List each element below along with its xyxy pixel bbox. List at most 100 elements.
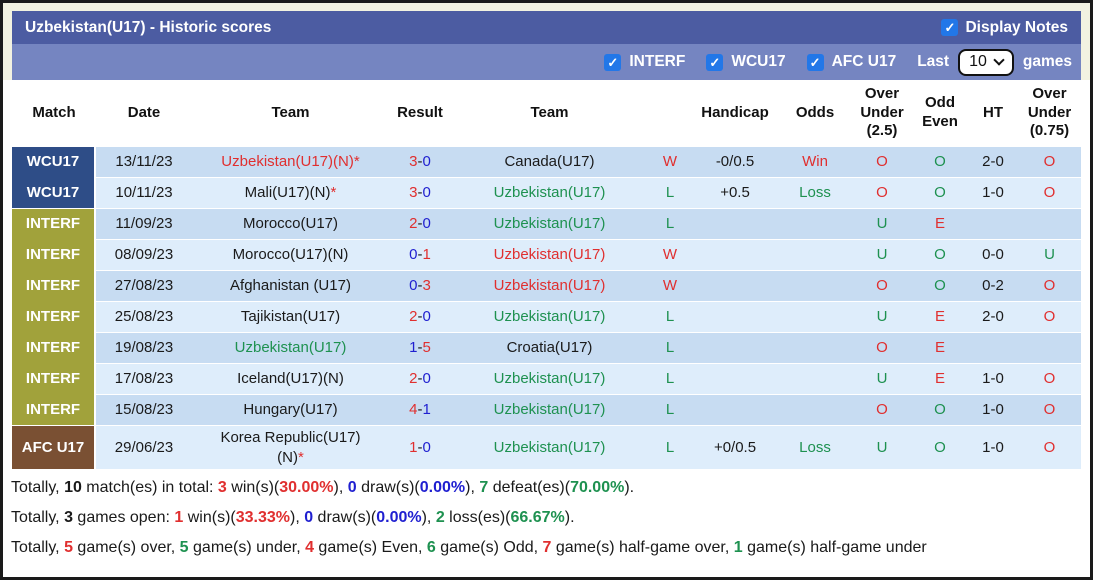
ht-cell: 1-0 <box>968 363 1018 394</box>
col-header-over-under-075: Over Under (0.75) <box>1018 80 1081 146</box>
table-row: INTERF 08/09/23 Morocco(U17)(N) 0-1 Uzbekist… <box>12 239 1081 270</box>
odd-even-cell: O <box>912 270 968 301</box>
over-under-075-cell: O <box>1018 177 1081 208</box>
over-under-075-cell: O <box>1018 363 1081 394</box>
table-row: AFC U17 29/06/23 Korea Republic(U17) (N)* 1-… <box>12 425 1081 469</box>
score-dash: - <box>417 215 423 233</box>
games-label: games <box>1022 53 1072 70</box>
over-under-25-cell: O <box>852 394 912 425</box>
ht-cell <box>968 332 1018 363</box>
home-team-cell: Afghanistan (U17) <box>192 270 389 301</box>
away-score: 0 <box>422 438 431 456</box>
filter-interf[interactable]: ✓ INTERF <box>604 53 685 71</box>
handicap-cell <box>692 239 778 270</box>
display-notes-checkbox[interactable]: ✓ <box>941 19 959 36</box>
title-bar: Uzbekistan(U17) - Historic scores ✓ Disp… <box>12 11 1081 44</box>
result-cell: 4-1 <box>389 394 451 425</box>
home-team-cell: Korea Republic(U17) (N)* <box>192 425 389 469</box>
ht-cell: 0-0 <box>968 239 1018 270</box>
score-dash: - <box>417 246 423 264</box>
table-row: WCU17 13/11/23 Uzbekistan(U17)(N)* 3-0 Canad… <box>12 146 1081 177</box>
wcu17-checkbox[interactable]: ✓ <box>706 53 724 71</box>
over-under-075-cell: O <box>1018 146 1081 177</box>
date-cell: 08/09/23 <box>96 239 192 270</box>
away-team-cell: Uzbekistan(U17) <box>451 239 648 270</box>
home-score: 1 <box>409 438 418 456</box>
over-under-075-cell: U <box>1018 239 1081 270</box>
table-wrapper: Match Date Team Result Team Handicap Odd… <box>3 80 1090 469</box>
afc-u17-checkbox[interactable]: ✓ <box>806 53 824 71</box>
home-team-cell: Morocco(U17)(N) <box>192 239 389 270</box>
odds-cell <box>778 394 852 425</box>
away-score: 0 <box>422 215 431 233</box>
filter-wcu17[interactable]: ✓ WCU17 <box>706 53 786 71</box>
handicap-cell <box>692 301 778 332</box>
date-cell: 17/08/23 <box>96 363 192 394</box>
over-under-25-cell: U <box>852 301 912 332</box>
last-games-select[interactable]: 10 <box>958 48 1014 76</box>
col-header-odd-even: Odd Even <box>912 80 968 146</box>
table-row: INTERF 17/08/23 Iceland(U17)(N) 2-0 Uzbekist… <box>12 363 1081 394</box>
date-cell: 19/08/23 <box>96 332 192 363</box>
competition-cell: INTERF <box>12 332 96 363</box>
result-cell: 2-0 <box>389 208 451 239</box>
last-label: Last <box>917 53 950 70</box>
star-marker: * <box>353 153 360 171</box>
odd-even-cell: O <box>912 239 968 270</box>
interf-checkbox[interactable]: ✓ <box>604 53 622 71</box>
star-marker: * <box>297 448 304 466</box>
over-under-25-cell: U <box>852 363 912 394</box>
date-cell: 15/08/23 <box>96 394 192 425</box>
win-loss-cell: W <box>648 146 692 177</box>
over-under-25-cell: O <box>852 177 912 208</box>
odds-cell <box>778 270 852 301</box>
score-dash: - <box>417 184 423 202</box>
result-cell: 2-0 <box>389 363 451 394</box>
date-cell: 13/11/23 <box>96 146 192 177</box>
col-header-ht: HT <box>968 80 1018 146</box>
win-loss-cell: L <box>648 177 692 208</box>
header-row: Match Date Team Result Team Handicap Odd… <box>12 80 1081 146</box>
away-score: 3 <box>422 277 431 295</box>
away-score: 5 <box>422 339 431 357</box>
odds-cell <box>778 332 852 363</box>
date-cell: 29/06/23 <box>96 425 192 469</box>
summary-line-2: Totally, 3 games open: 1 win(s)(33.33%),… <box>11 509 575 526</box>
chevron-down-icon <box>993 53 1005 66</box>
ht-cell: 2-0 <box>968 146 1018 177</box>
table-row: INTERF 11/09/23 Morocco(U17) 2-0 Uzbekistan(… <box>12 208 1081 239</box>
home-score: 4 <box>409 401 418 419</box>
ht-cell: 1-0 <box>968 177 1018 208</box>
scores-tbody: WCU17 13/11/23 Uzbekistan(U17)(N)* 3-0 Canad… <box>12 146 1081 469</box>
score-dash: - <box>417 370 423 388</box>
away-team-cell: Uzbekistan(U17) <box>451 270 648 301</box>
odd-even-cell: E <box>912 332 968 363</box>
score-dash: - <box>417 339 423 357</box>
over-under-25-cell: U <box>852 425 912 469</box>
odd-even-cell: E <box>912 363 968 394</box>
odd-even-cell: E <box>912 208 968 239</box>
win-loss-cell: W <box>648 239 692 270</box>
table-row: INTERF 25/08/23 Tajikistan(U17) 2-0 Uzbekist… <box>12 301 1081 332</box>
display-notes-toggle[interactable]: ✓ Display Notes <box>941 19 1068 37</box>
win-loss-cell: L <box>648 394 692 425</box>
col-header-home-team: Team <box>192 80 389 146</box>
ht-cell: 2-0 <box>968 301 1018 332</box>
filter-afc-u17[interactable]: ✓ AFC U17 <box>806 53 897 71</box>
home-team-cell: Morocco(U17) <box>192 208 389 239</box>
ht-cell: 1-0 <box>968 425 1018 469</box>
home-score: 1 <box>409 339 418 357</box>
scores-table: Match Date Team Result Team Handicap Odd… <box>12 80 1081 469</box>
table-row: INTERF 27/08/23 Afghanistan (U17) 0-3 Uzbeki… <box>12 270 1081 301</box>
handicap-cell <box>692 208 778 239</box>
away-team-cell: Uzbekistan(U17) <box>451 208 648 239</box>
home-team-cell: Hungary(U17) <box>192 394 389 425</box>
afc-u17-label: AFC U17 <box>831 53 897 70</box>
table-row: WCU17 10/11/23 Mali(U17)(N)* 3-0 Uzbekistan(… <box>12 177 1081 208</box>
odds-cell: Loss <box>778 177 852 208</box>
home-score: 3 <box>409 153 418 171</box>
over-under-25-cell: U <box>852 239 912 270</box>
home-team-cell: Tajikistan(U17) <box>192 301 389 332</box>
summary-line-1: Totally, 10 match(es) in total: 3 win(s)… <box>11 479 635 496</box>
